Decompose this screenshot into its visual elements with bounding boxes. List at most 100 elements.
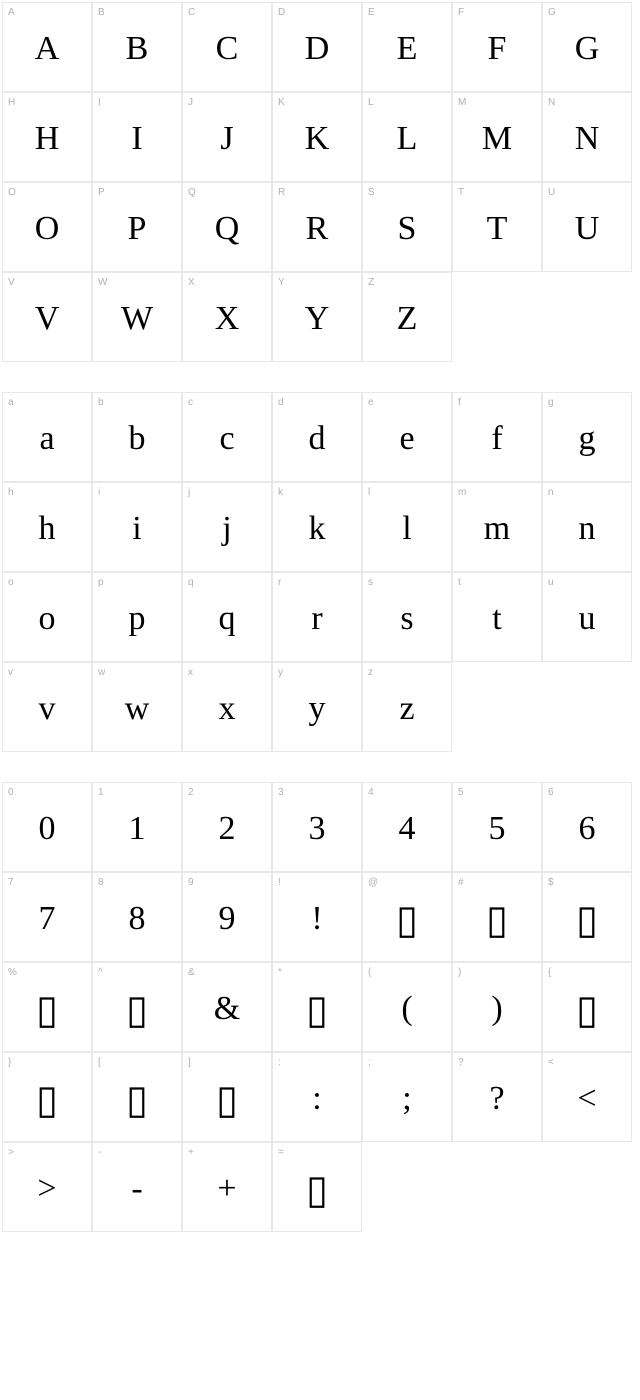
glyph-cell[interactable]: VV (2, 272, 92, 362)
glyph-cell[interactable]: 99 (182, 872, 272, 962)
glyph-cell[interactable]: pp (92, 572, 182, 662)
glyph-cell[interactable]: oo (2, 572, 92, 662)
glyph-cell[interactable]: gg (542, 392, 632, 482)
glyph-cell-glyph: p (93, 573, 181, 661)
glyph-cell[interactable]: DD (272, 2, 362, 92)
glyph-cell[interactable]: JJ (182, 92, 272, 182)
glyph-cell[interactable]: }▯ (2, 1052, 92, 1142)
glyph-cell[interactable]: 33 (272, 782, 362, 872)
glyph-cell[interactable]: ^▯ (92, 962, 182, 1052)
glyph-cell[interactable]: !! (272, 872, 362, 962)
glyph-cell[interactable]: dd (272, 392, 362, 482)
glyph-cell[interactable]: && (182, 962, 272, 1052)
glyph-cell[interactable]: KK (272, 92, 362, 182)
glyph-cell[interactable]: RR (272, 182, 362, 272)
glyph-cell[interactable]: mm (452, 482, 542, 572)
glyph-cell[interactable]: ww (92, 662, 182, 752)
glyph-cell[interactable]: zz (362, 662, 452, 752)
glyph-cell[interactable]: ZZ (362, 272, 452, 362)
glyph-cell-glyph: 6 (543, 783, 631, 871)
glyph-cell[interactable]: rr (272, 572, 362, 662)
glyph-cell-glyph: h (3, 483, 91, 571)
glyph-cell[interactable]: 11 (92, 782, 182, 872)
glyph-cell[interactable]: WW (92, 272, 182, 362)
glyph-cell[interactable]: AA (2, 2, 92, 92)
glyph-cell[interactable]: >> (2, 1142, 92, 1232)
glyph-cell[interactable]: hh (2, 482, 92, 572)
glyph-cell[interactable]: )) (452, 962, 542, 1052)
glyph-cell[interactable]: QQ (182, 182, 272, 272)
glyph-cell[interactable]: ii (92, 482, 182, 572)
glyph-cell[interactable]: ]▯ (182, 1052, 272, 1142)
glyph-cell[interactable]: ll (362, 482, 452, 572)
glyph-cell[interactable]: qq (182, 572, 272, 662)
glyph-cell[interactable]: FF (452, 2, 542, 92)
glyph-cell[interactable]: NN (542, 92, 632, 182)
glyph-cell-glyph: Q (183, 183, 271, 271)
glyph-cell[interactable]: PP (92, 182, 182, 272)
glyph-cell[interactable]: %▯ (2, 962, 92, 1052)
glyph-cell[interactable]: II (92, 92, 182, 182)
glyph-cell-glyph: P (93, 183, 181, 271)
glyph-cell[interactable]: -- (92, 1142, 182, 1232)
glyph-cell[interactable]: BB (92, 2, 182, 92)
glyph-cell[interactable]: vv (2, 662, 92, 752)
glyph-cell-glyph: B (93, 3, 181, 91)
glyph-cell[interactable]: TT (452, 182, 542, 272)
glyph-cell[interactable]: cc (182, 392, 272, 482)
glyph-cell-glyph: Y (273, 273, 361, 361)
glyph-cell-glyph: L (363, 93, 451, 181)
glyph-cell[interactable]: bb (92, 392, 182, 482)
glyph-cell[interactable]: *▯ (272, 962, 362, 1052)
glyph-cell[interactable]: LL (362, 92, 452, 182)
glyph-cell-label: y (278, 667, 283, 678)
glyph-cell-glyph: : (273, 1053, 361, 1141)
lowercase-grid: aabbccddeeffgg hhiijjkkllmmnn ooppqqrrsstt… (2, 392, 638, 752)
glyph-cell[interactable]: ee (362, 392, 452, 482)
glyph-cell[interactable]: uu (542, 572, 632, 662)
glyph-cell[interactable]: EE (362, 2, 452, 92)
glyph-cell-label: M (458, 97, 466, 108)
glyph-cell[interactable]: SS (362, 182, 452, 272)
glyph-cell[interactable]: 88 (92, 872, 182, 962)
glyph-cell[interactable]: YY (272, 272, 362, 362)
glyph-cell[interactable]: kk (272, 482, 362, 572)
glyph-cell[interactable]: xx (182, 662, 272, 752)
glyph-cell-label: 7 (8, 877, 14, 888)
glyph-cell[interactable]: {▯ (542, 962, 632, 1052)
glyph-cell[interactable]: 55 (452, 782, 542, 872)
glyph-cell[interactable]: (( (362, 962, 452, 1052)
glyph-cell[interactable]: 22 (182, 782, 272, 872)
glyph-cell[interactable]: @▯ (362, 872, 452, 962)
glyph-cell[interactable]: nn (542, 482, 632, 572)
glyph-cell[interactable]: 44 (362, 782, 452, 872)
glyph-cell[interactable]: 00 (2, 782, 92, 872)
glyph-cell[interactable]: tt (452, 572, 542, 662)
glyph-cell[interactable]: ff (452, 392, 542, 482)
glyph-cell-glyph: ▯ (3, 1053, 91, 1141)
glyph-cell[interactable]: << (542, 1052, 632, 1142)
glyph-cell[interactable]: :: (272, 1052, 362, 1142)
glyph-cell[interactable]: CC (182, 2, 272, 92)
glyph-cell[interactable]: HH (2, 92, 92, 182)
glyph-cell[interactable]: 66 (542, 782, 632, 872)
glyph-cell[interactable]: UU (542, 182, 632, 272)
glyph-cell[interactable]: ?? (452, 1052, 542, 1142)
glyph-cell-label: H (8, 97, 15, 108)
glyph-cell[interactable]: =▯ (272, 1142, 362, 1232)
glyph-cell-glyph: N (543, 93, 631, 181)
glyph-cell[interactable]: #▯ (452, 872, 542, 962)
glyph-cell[interactable]: MM (452, 92, 542, 182)
glyph-cell[interactable]: [▯ (92, 1052, 182, 1142)
glyph-cell[interactable]: ;; (362, 1052, 452, 1142)
glyph-cell[interactable]: GG (542, 2, 632, 92)
glyph-cell[interactable]: aa (2, 392, 92, 482)
glyph-cell[interactable]: jj (182, 482, 272, 572)
glyph-cell[interactable]: 77 (2, 872, 92, 962)
glyph-cell[interactable]: XX (182, 272, 272, 362)
glyph-cell[interactable]: $▯ (542, 872, 632, 962)
glyph-cell[interactable]: yy (272, 662, 362, 752)
glyph-cell[interactable]: ++ (182, 1142, 272, 1232)
glyph-cell[interactable]: OO (2, 182, 92, 272)
glyph-cell[interactable]: ss (362, 572, 452, 662)
